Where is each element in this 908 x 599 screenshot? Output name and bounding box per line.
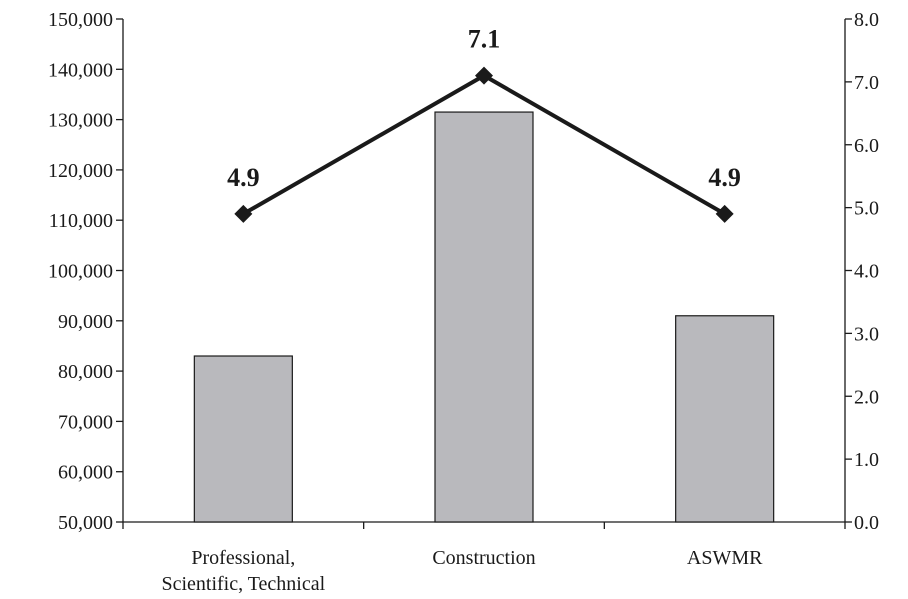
left-axis-tick-label: 50,000	[58, 512, 113, 534]
line-series	[234, 66, 734, 223]
line-data-label: 4.9	[227, 163, 260, 192]
left-axis-tick-label: 80,000	[58, 361, 113, 383]
category-label: Professional, Scientific, Technical	[161, 547, 325, 595]
bar	[675, 315, 775, 523]
chart-labels: Professional, Scientific, Technical Constr…	[161, 25, 763, 595]
left-axis-tick-label: 100,000	[48, 261, 113, 283]
bar-series	[193, 111, 775, 523]
left-axis-tick-label: 120,000	[48, 160, 113, 182]
right-axis-tick-label: 0.0	[854, 512, 879, 534]
right-axis-tick-label: 2.0	[854, 386, 879, 408]
left-axis-tick-label: 60,000	[58, 462, 113, 484]
chart-axes: 50,000 60,000 70,000 80,000 90,000 100,000 110…	[48, 9, 879, 534]
right-axis-tick-label: 7.0	[854, 72, 879, 94]
left-axis-tick-label: 150,000	[48, 9, 113, 31]
right-axis-tick-label: 3.0	[854, 323, 879, 345]
category-label-line: Construction	[432, 547, 535, 569]
category-label-line: Scientific, Technical	[161, 573, 325, 595]
left-axis-tick-label: 70,000	[58, 411, 113, 433]
bar	[434, 111, 534, 523]
bar	[193, 355, 293, 523]
left-axis-tick-label: 130,000	[48, 110, 113, 132]
line-marker	[234, 204, 253, 223]
right-axis-tick-label: 4.0	[854, 261, 879, 283]
category-label: Construction	[432, 547, 535, 569]
line-data-label: 4.9	[708, 163, 741, 192]
category-label: ASWMR	[687, 547, 763, 569]
right-axis-tick-label: 8.0	[854, 9, 879, 31]
category-label-line: Professional,	[191, 547, 295, 569]
line-marker	[475, 66, 493, 85]
right-axis-tick-label: 1.0	[854, 449, 879, 471]
line-marker	[715, 204, 734, 223]
right-axis-tick-label: 5.0	[854, 198, 879, 220]
left-axis-tick-label: 110,000	[49, 210, 113, 232]
line-data-label: 7.1	[468, 25, 501, 54]
category-label-line: ASWMR	[687, 547, 763, 569]
left-axis-tick-label: 140,000	[48, 59, 113, 81]
left-axis-tick-label: 90,000	[58, 311, 113, 333]
right-axis-tick-label: 6.0	[854, 135, 879, 157]
